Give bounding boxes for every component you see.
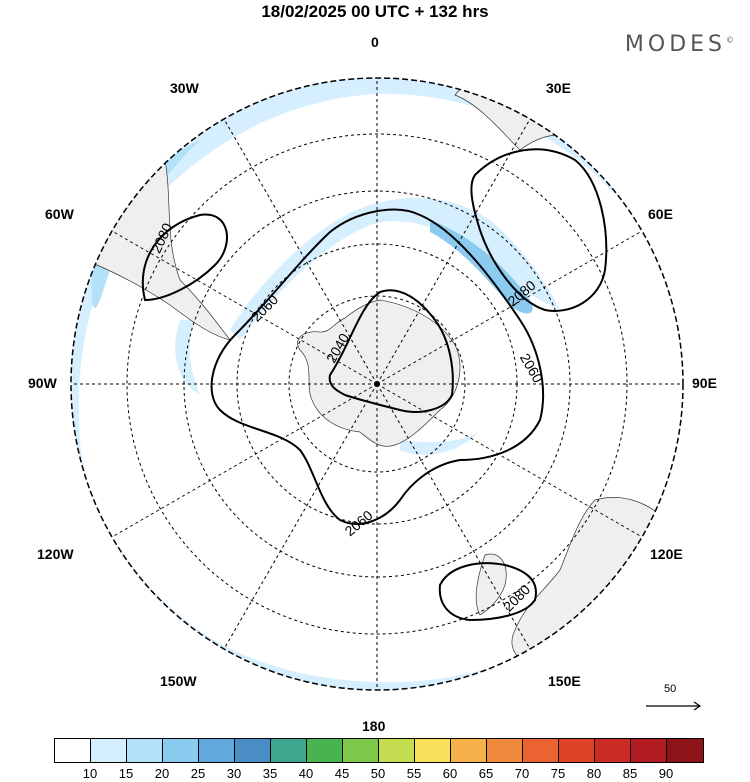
- colorbar-tick-label: 60: [442, 766, 458, 781]
- reference-arrow: [646, 701, 702, 711]
- colorbar-cell: [559, 739, 595, 762]
- colorbar-cell: [343, 739, 379, 762]
- colorbar-tick-label: 25: [190, 766, 206, 781]
- meridian-label-120e: 120E: [650, 546, 683, 562]
- lat-circle: [126, 133, 628, 635]
- colorbar-cell: [199, 739, 235, 762]
- meridian-label-90w: 90W: [28, 375, 57, 391]
- map-boundary: [70, 77, 684, 691]
- colorbar-cell: [307, 739, 343, 762]
- colorbar-tick-label: 45: [334, 766, 350, 781]
- meridian-line: [376, 230, 643, 385]
- colorbar-tick-label: 65: [478, 766, 494, 781]
- meridian-label-0: 0: [371, 34, 379, 50]
- colorbar-cell: [415, 739, 451, 762]
- meridian-label-180: 180: [362, 718, 386, 734]
- meridian-label-150w: 150W: [160, 673, 197, 689]
- contour-2080-west: [141, 213, 228, 302]
- colorbar-tick-label: 30: [226, 766, 242, 781]
- map-title: 18/02/2025 00 UTC + 132 hrs: [261, 2, 489, 21]
- contour-2040: [328, 289, 454, 413]
- meridian-label-90e: 90E: [692, 375, 717, 391]
- meridian-label-30w: 30W: [170, 80, 199, 96]
- colorbar-tick-label: 85: [622, 766, 638, 781]
- colorbar-tick-label: 90: [658, 766, 674, 781]
- colorbar-tick-label: 40: [298, 766, 314, 781]
- antarctica-land: [297, 299, 461, 447]
- meridian-line: [376, 383, 643, 538]
- colorbar-cell: [163, 739, 199, 762]
- wind-ribbon-southeast: [400, 430, 480, 455]
- colorbar-cell: [127, 739, 163, 762]
- colorbar-tick-label: 55: [406, 766, 422, 781]
- graticule: [71, 78, 683, 690]
- brand-logo: MODES©: [625, 32, 734, 57]
- colorbar-tick-label: 20: [154, 766, 170, 781]
- colorbar-cell: [595, 739, 631, 762]
- colorbar: [54, 738, 704, 763]
- meridian-line: [376, 118, 531, 385]
- contour-2060-main: [210, 208, 545, 525]
- meridian-line: [111, 230, 378, 385]
- height-contours: [141, 148, 608, 622]
- colorbar-ticks: 10 15 20 25 30 35 40 45 50 55 60 65 70 75 80 85 90: [0, 766, 750, 782]
- new-zealand-land: [475, 553, 507, 616]
- meridian-label-30e: 30E: [546, 80, 571, 96]
- wind-ribbon-south: [175, 320, 200, 395]
- meridian-line: [223, 383, 378, 650]
- colorbar-tick-label: 75: [550, 766, 566, 781]
- colorbar-tick-label: 50: [370, 766, 386, 781]
- colorbar-cell: [667, 739, 703, 762]
- reference-arrow-label: 50: [664, 683, 677, 695]
- colorbar-cell: [487, 739, 523, 762]
- meridian-label-60w: 60W: [45, 206, 74, 222]
- meridian-line: [111, 383, 378, 538]
- colorbar-tick-label: 15: [118, 766, 134, 781]
- colorbar-cell: [523, 739, 559, 762]
- south-pole-marker: [374, 381, 380, 387]
- wind-ribbon: [230, 197, 560, 340]
- brand-mark: ©: [726, 35, 734, 45]
- colorbar-tick-label: 35: [262, 766, 278, 781]
- meridian-label-60e: 60E: [648, 206, 673, 222]
- colorbar-cell: [91, 739, 127, 762]
- contour-2080-south: [438, 562, 537, 622]
- meridian-line: [376, 383, 531, 650]
- colorbar-cell: [631, 739, 667, 762]
- colorbar-tick-label: 70: [514, 766, 530, 781]
- colorbar-cell: [451, 739, 487, 762]
- colorbar-cell: [271, 739, 307, 762]
- meridian-label-150e: 150E: [548, 673, 581, 689]
- lat-circle: [288, 295, 466, 473]
- contour-2080-east: [470, 148, 608, 312]
- colorbar-tick-label: 10: [82, 766, 98, 781]
- meridian-line: [223, 118, 378, 385]
- colorbar-tick-label: 80: [586, 766, 602, 781]
- brand-name: MODES: [624, 32, 726, 57]
- colorbar-cell: [55, 739, 91, 762]
- australia-land: [511, 497, 683, 666]
- meridian-label-120w: 120W: [37, 546, 74, 562]
- colorbar-cell: [235, 739, 271, 762]
- colorbar-cell: [379, 739, 415, 762]
